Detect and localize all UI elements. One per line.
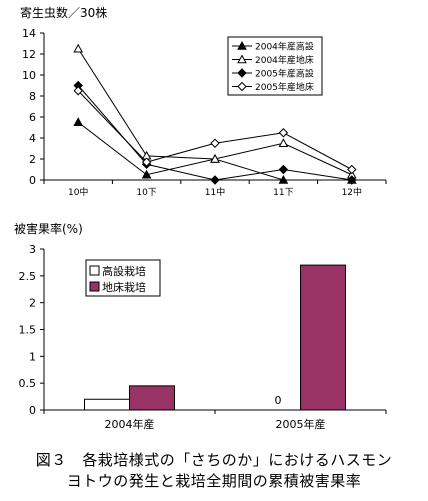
chart1-y-tick-label: 12 <box>22 48 36 61</box>
chart1-series-2-point <box>278 138 289 147</box>
chart1-x-tick-label: 10下 <box>136 188 156 198</box>
chart1-y-tick-label: 2 <box>29 153 36 166</box>
chart2-data-label: 0 <box>275 394 282 407</box>
chart2-y-tick-label: 0 <box>29 404 36 417</box>
chart2-legend-swatch <box>89 281 100 292</box>
chart1-legend-marker <box>237 54 247 64</box>
chart2-x-tick-label: 2005年産 <box>276 417 326 431</box>
chart1-legend-marker <box>237 40 247 50</box>
chart2-bar-raised-1 <box>84 398 130 411</box>
chart2-x-tick-label: 2004年産 <box>105 417 155 431</box>
figure-caption: 図３ 各栽培様式の「さちのか」におけるハスモン ヨトウの発生と栽培全期間の累積被… <box>0 450 428 492</box>
chart1-series-3-point <box>347 175 357 185</box>
chart1-ylabel: 寄生虫数／30株 <box>20 6 108 20</box>
chart2-bar-ground-1 <box>129 385 175 411</box>
chart2-ylabel: 被害果率(%) <box>14 222 83 236</box>
chart1-y-tick-label: 14 <box>22 27 36 40</box>
chart1-series-4-point <box>73 86 83 96</box>
chart1-y-tick-label: 6 <box>29 111 36 124</box>
chart1-series-2-point <box>73 43 84 53</box>
chart1-series-line-3 <box>77 85 352 181</box>
chart1-series-4-point <box>278 128 289 138</box>
chart1-legend-label: 2005年産高設 <box>255 68 314 80</box>
chart1-series-1-point <box>278 174 289 184</box>
chart1-legend-label: 2004年産地床 <box>255 54 314 66</box>
chart2-y-tick-label: 1 <box>29 350 36 363</box>
chart1-series-line-1 <box>77 121 352 181</box>
caption-line-1: 図３ 各栽培様式の「さちのか」におけるハスモン <box>35 451 393 469</box>
chart1-x-tick-label: 11中 <box>205 186 225 198</box>
chart1-series-3-point <box>278 164 289 175</box>
chart1-series-1-point <box>141 169 152 179</box>
chart1-legend-marker <box>237 81 247 92</box>
chart2-y-tick-label: 2.5 <box>19 270 37 283</box>
chart2-y-tick-label: 2 <box>29 297 36 310</box>
chart2-bar-ground-2 <box>300 264 346 411</box>
chart2-y-tick-label: 3 <box>29 243 36 256</box>
chart2-legend-label: 高設栽培 <box>102 264 146 278</box>
chart1-series-1-point <box>73 117 84 126</box>
chart1-series-2-point <box>210 153 220 163</box>
chart1-y-tick-label: 10 <box>22 69 36 82</box>
chart1-series-4-point <box>210 138 220 148</box>
chart1-x-tick-label: 11下 <box>273 188 293 198</box>
caption-line-2: ヨトウの発生と栽培全期間の累積被害果率 <box>66 472 362 490</box>
chart1-y-tick-label: 0 <box>29 174 36 187</box>
chart1-x-tick-label: 12中 <box>342 186 362 198</box>
chart1-series-3-point <box>210 175 220 185</box>
chart1-legend-marker <box>237 68 247 78</box>
chart1-legend-label: 2004年産高設 <box>255 41 314 53</box>
chart2-y-tick-label: 0.5 <box>19 377 37 390</box>
chart1-series-4-point <box>347 164 357 175</box>
chart1-legend-label: 2005年産地床 <box>255 81 314 93</box>
chart2-legend-swatch <box>89 265 100 276</box>
chart2-legend-label: 地床栽培 <box>102 280 146 294</box>
chart1-y-tick-label: 8 <box>29 90 36 103</box>
chart2-y-tick-label: 1.5 <box>19 324 37 337</box>
chart1-y-tick-label: 4 <box>29 132 36 145</box>
chart1-series-4-point <box>141 157 152 167</box>
chart1-x-tick-label: 10中 <box>68 186 88 198</box>
